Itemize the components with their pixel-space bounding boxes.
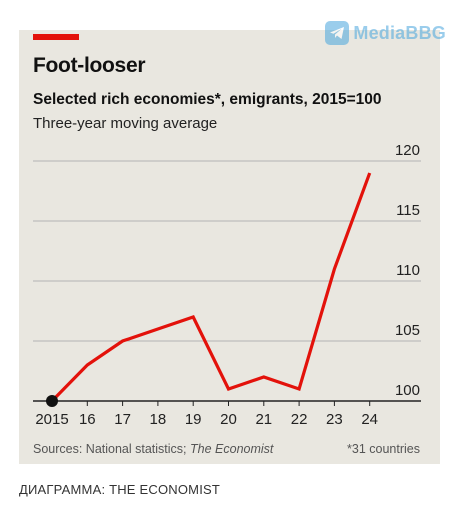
- x-tick-label: 18: [150, 411, 167, 428]
- watermark: MediaBBG: [325, 20, 446, 46]
- source-text: Sources: National statistics;: [33, 442, 191, 456]
- x-tick-label: 19: [185, 411, 202, 428]
- y-tick-label: 120: [395, 142, 420, 159]
- economist-red-bar: [33, 34, 79, 40]
- image-credit: ДИАГРАММА: THE ECONOMIST: [19, 482, 221, 497]
- footnote: *31 countries: [347, 442, 420, 456]
- x-tick-label: 16: [79, 411, 96, 428]
- telegram-plane-icon: [325, 21, 350, 45]
- watermark-text: MediaBBG: [353, 22, 446, 43]
- x-tick-label: 20: [220, 411, 237, 428]
- x-tick-label: 23: [326, 411, 343, 428]
- x-tick-label: 24: [361, 411, 378, 428]
- chart-subtitle: Selected rich economies*, emigrants, 201…: [33, 91, 382, 108]
- x-tick-label: 2015: [35, 411, 68, 428]
- chart-title: Foot-looser: [33, 54, 146, 77]
- y-tick-label: 115: [396, 202, 420, 219]
- emigrants-line: [50, 172, 372, 403]
- y-tick-label: 105: [395, 322, 420, 339]
- chart-card: [19, 30, 440, 464]
- chart-note: Three-year moving average: [33, 115, 218, 132]
- x-tick-label: 21: [255, 411, 272, 428]
- y-tick-label: 110: [396, 262, 420, 279]
- x-tick-label: 17: [114, 411, 131, 428]
- source-italic: The Economist: [190, 442, 274, 456]
- start-marker: [46, 395, 58, 407]
- x-tick-label: 22: [291, 411, 308, 428]
- source-note: Sources: National statistics; The Econom…: [33, 442, 273, 456]
- y-tick-label: 100: [395, 382, 420, 399]
